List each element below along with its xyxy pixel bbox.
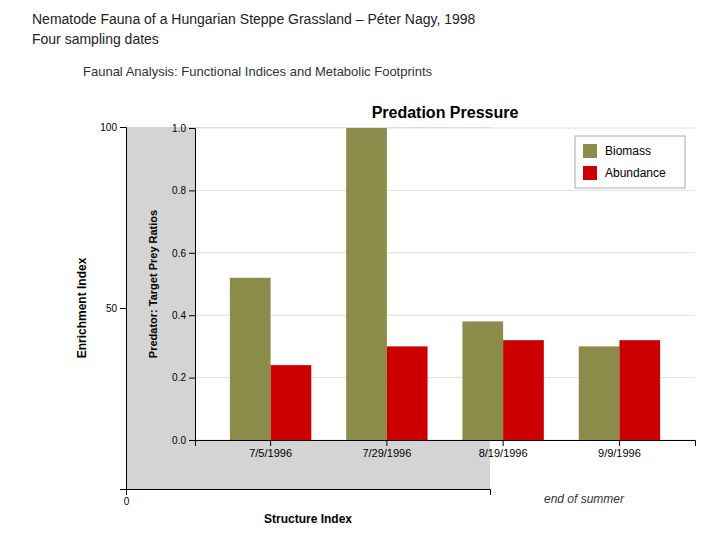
tick-label: 0.0: [172, 435, 186, 446]
tick: 7/29/1996: [362, 440, 411, 459]
tick-label: 8/19/1996: [479, 447, 528, 459]
tick: 0.2: [172, 372, 195, 383]
tick-mark: [503, 440, 504, 446]
grid-line: [195, 128, 695, 129]
chart-title: Predation Pressure: [372, 104, 519, 121]
legend-box: [575, 136, 685, 188]
tick: 0.0: [172, 435, 195, 446]
y-axis-title: Enrichment Index: [75, 257, 89, 358]
tick: 100: [100, 122, 126, 133]
bar: [462, 321, 503, 440]
tick: 8/19/1996: [479, 440, 528, 459]
grid-line: [195, 252, 695, 253]
x-axis: 0: [124, 489, 491, 507]
bar: [271, 365, 312, 440]
tick: 1.0: [172, 123, 195, 134]
tick-label: 100: [100, 122, 117, 133]
chart-canvas: Nematode Fauna of a Hungarian Steppe Gra…: [0, 0, 720, 540]
tick-mark: [386, 440, 387, 446]
tick: 0: [124, 489, 130, 507]
tick-mark: [189, 190, 195, 191]
tick: 7/5/1996: [249, 440, 292, 459]
bar: [619, 340, 660, 440]
bar: [579, 346, 620, 440]
bar-series: [230, 128, 620, 440]
tick-label: 0: [124, 496, 130, 507]
tick-label: 7/5/1996: [249, 447, 292, 459]
plot-background: [195, 128, 695, 440]
axis-line: [196, 441, 696, 447]
y-axis: 50 100: [100, 122, 126, 490]
annotation: end of summer: [544, 492, 625, 506]
tick-label: 0.4: [172, 310, 186, 321]
legend: Biomass Abundance: [575, 136, 685, 188]
tick-label: 50: [106, 303, 118, 314]
tick-mark: [270, 440, 271, 446]
tick-mark: [189, 315, 195, 316]
tick-label: 7/29/1996: [362, 447, 411, 459]
tick: 0.6: [172, 248, 195, 259]
tick-mark: [189, 128, 195, 129]
axis-line: [189, 129, 196, 441]
bar: [346, 128, 387, 440]
legend-swatch: [583, 166, 597, 180]
tick-label: 9/9/1996: [598, 447, 641, 459]
tick-label: 0.2: [172, 372, 186, 383]
legend-label: Abundance: [605, 166, 666, 180]
bar-series: [271, 340, 661, 440]
bar: [230, 278, 271, 440]
x-axis: 7/5/1996 7/29/1996 8/19/1996 9/9/1996: [196, 440, 696, 459]
grid: [195, 128, 695, 440]
legend-item: Abundance: [583, 166, 666, 180]
tick-mark: [189, 440, 195, 441]
legend-item: Biomass: [583, 144, 651, 158]
tick-label: 0.8: [172, 185, 186, 196]
bar: [503, 340, 544, 440]
tick: 0.8: [172, 185, 195, 196]
bar: [387, 346, 428, 440]
tick-mark: [189, 378, 195, 379]
tick-mark: [120, 308, 126, 309]
bar-chart: 7/5/1996 7/29/1996 8/19/1996 9/9/1996 0.0 0.2…: [147, 104, 696, 459]
tick: 9/9/1996: [598, 440, 641, 459]
y-axis: 0.0 0.2 0.4 0.6 0.8 1.0: [172, 123, 195, 446]
tick-label: 1.0: [172, 123, 186, 134]
axis-line: [127, 490, 491, 496]
tick-mark: [619, 440, 620, 446]
title: Nematode Fauna of a Hungarian Steppe Gra…: [32, 11, 476, 27]
legend-swatch: [583, 144, 597, 158]
axis-line: [120, 128, 127, 490]
bars: [230, 128, 660, 440]
y-axis-title: Predator: Target Prey Ratios: [147, 210, 159, 358]
tick-mark: [189, 253, 195, 254]
grid-line: [195, 190, 695, 191]
tick-mark: [120, 127, 126, 128]
subtitle: Faunal Analysis: Functional Indices and …: [83, 64, 433, 79]
tick: 50: [106, 303, 126, 314]
x-axis-title: Structure Index: [264, 512, 352, 526]
tick-label: 0.6: [172, 248, 186, 259]
title: Four sampling dates: [32, 31, 159, 47]
tick: 0.4: [172, 310, 195, 321]
legend-label: Biomass: [605, 144, 651, 158]
